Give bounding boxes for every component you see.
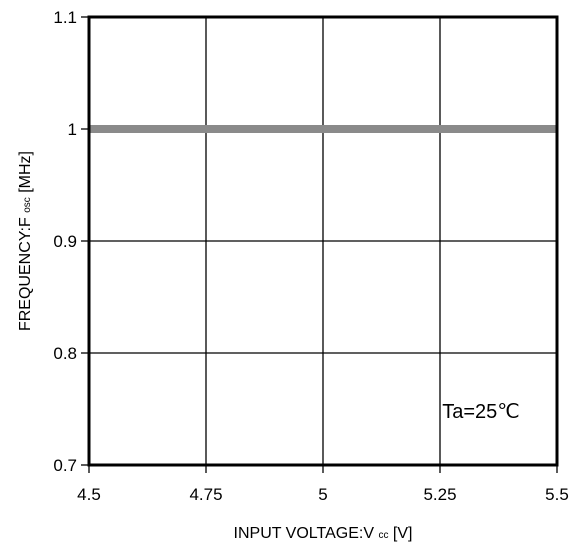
x-axis-title-main: INPUT VOLTAGE:V bbox=[234, 525, 375, 542]
y-axis-title-unit: [MHz] bbox=[17, 151, 34, 193]
x-tick-label: 5.5 bbox=[545, 485, 569, 504]
grid-lines bbox=[89, 17, 557, 465]
x-tick-label: 5 bbox=[318, 485, 327, 504]
x-tick-label: 4.5 bbox=[77, 485, 101, 504]
y-tick-label: 1.1 bbox=[53, 8, 77, 27]
temperature-annotation: Ta=25℃ bbox=[442, 401, 520, 423]
y-axis-title-main: FREQUENCY:F bbox=[17, 217, 34, 331]
y-axis-title: FREQUENCY:F osc [MHz] bbox=[17, 151, 34, 331]
y-tick-label: 0.8 bbox=[53, 344, 77, 363]
y-tick-label: 1 bbox=[68, 120, 77, 139]
y-tick-labels: 0.7 0.8 0.9 1 1.1 bbox=[53, 8, 89, 475]
x-tick-labels: 4.5 4.75 5 5.25 5.5 bbox=[77, 465, 569, 504]
x-axis-title: INPUT VOLTAGE:V cc [V] bbox=[234, 525, 413, 542]
y-axis-title-subscript: osc bbox=[22, 197, 33, 213]
x-axis-title-subscript: cc bbox=[378, 530, 388, 541]
x-axis-title-unit: [V] bbox=[393, 525, 413, 542]
x-tick-label: 4.75 bbox=[189, 485, 222, 504]
x-tick-label: 5.25 bbox=[423, 485, 456, 504]
y-tick-label: 0.7 bbox=[53, 456, 77, 475]
y-tick-label: 0.9 bbox=[53, 232, 77, 251]
